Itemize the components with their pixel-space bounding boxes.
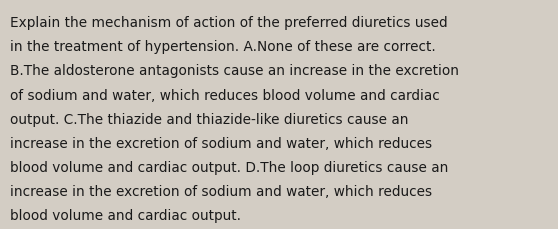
Text: in the treatment of hypertension. A.None of these are correct.: in the treatment of hypertension. A.None…	[10, 40, 436, 54]
Text: output. C.The thiazide and thiazide-like diuretics cause an: output. C.The thiazide and thiazide-like…	[10, 112, 408, 126]
Text: Explain the mechanism of action of the preferred diuretics used: Explain the mechanism of action of the p…	[10, 16, 448, 30]
Text: increase in the excretion of sodium and water, which reduces: increase in the excretion of sodium and …	[10, 184, 432, 198]
Text: increase in the excretion of sodium and water, which reduces: increase in the excretion of sodium and …	[10, 136, 432, 150]
Text: blood volume and cardiac output. D.The loop diuretics cause an: blood volume and cardiac output. D.The l…	[10, 160, 449, 174]
Text: blood volume and cardiac output.: blood volume and cardiac output.	[10, 208, 241, 222]
Text: of sodium and water, which reduces blood volume and cardiac: of sodium and water, which reduces blood…	[10, 88, 440, 102]
Text: B.The aldosterone antagonists cause an increase in the excretion: B.The aldosterone antagonists cause an i…	[10, 64, 459, 78]
